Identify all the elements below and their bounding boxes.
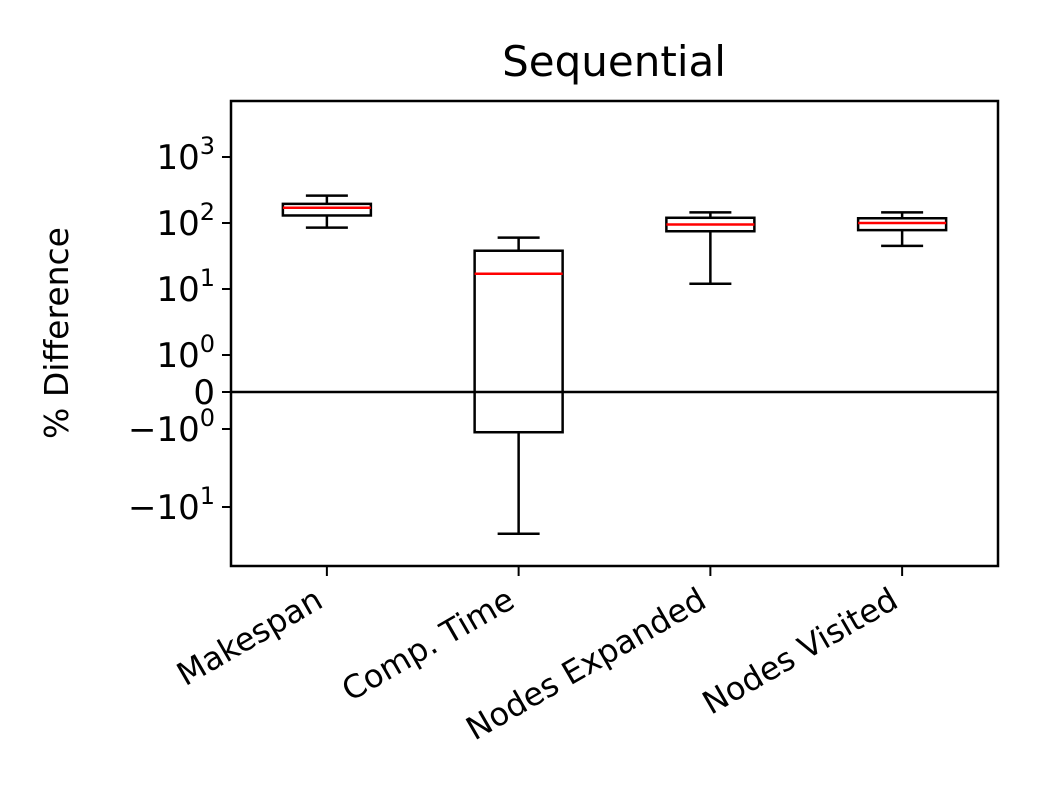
x-tick-label: Comp. Time [335, 580, 520, 709]
y-tick-label: −100 [128, 404, 215, 450]
y-tick-label: 101 [156, 264, 215, 310]
box-comp-time [473, 236, 564, 535]
chart-title: Sequential [502, 37, 726, 86]
plot-area [231, 194, 998, 535]
box-nodes-visited [856, 211, 948, 248]
y-tick-label: 100 [156, 330, 215, 376]
x-tick-label: Nodes Visited [696, 580, 904, 722]
y-tick-label: −101 [128, 482, 215, 528]
plot-frame [229, 99, 1000, 568]
y-tick-label: 0 [193, 373, 215, 413]
box-nodes-expanded [665, 211, 756, 286]
box-makespan [281, 194, 373, 229]
box-body [281, 202, 373, 217]
x-tick-label: Makespan [170, 580, 329, 693]
y-axis-label: % Difference [37, 227, 76, 439]
box-body [473, 249, 564, 434]
y-tick-label: 103 [156, 132, 215, 178]
y-tick-label: 102 [156, 198, 215, 244]
